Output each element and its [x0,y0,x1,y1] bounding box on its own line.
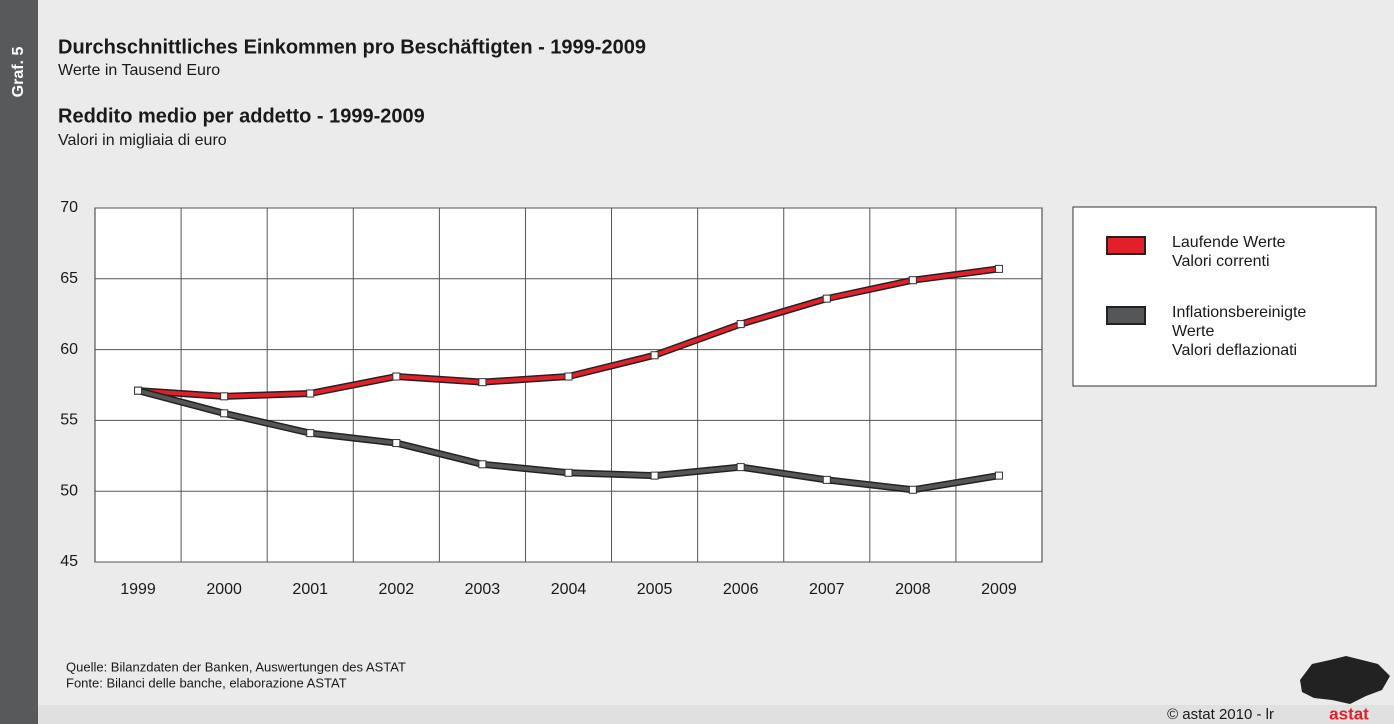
legend-swatch [1106,236,1146,255]
point [822,475,831,484]
point [650,471,659,480]
point [392,439,401,448]
point [306,389,315,398]
x-tick-label: 2005 [637,581,673,598]
point [736,463,745,472]
logo-map [1300,656,1390,704]
point [220,392,229,401]
point [736,320,745,329]
legend-label: Valori deflazionati [1172,342,1297,359]
x-tick-label: 2001 [292,581,328,598]
copyright: © astat 2010 - lr [1167,706,1274,723]
legend-label: Inflationsbereinigte [1172,304,1306,321]
point [822,294,831,303]
source: Fonte: Bilanci delle banche, elaborazion… [66,675,347,690]
x-tick-label: 2000 [206,581,242,598]
chart-title-2: Reddito medio per addetto - 1999-2009 [58,105,425,127]
source: Quelle: Bilanzdaten der Banken, Auswertu… [66,659,406,674]
plot-area [94,207,1043,563]
point [134,386,143,395]
legend-swatch [1106,306,1146,325]
point [478,460,487,469]
chart-title: Durchschnittliches Einkommen pro Beschäf… [58,36,646,58]
chart-subtitle-2: Valori in migliaia di euro [58,132,227,149]
point [564,372,573,381]
y-tick-label: 60 [60,341,78,358]
x-tick-label: 1999 [120,581,156,598]
x-tick-label: 2004 [551,581,587,598]
x-tick-label: 2003 [465,581,501,598]
chart-subtitle: Werte in Tausend Euro [58,62,220,79]
logo-text: astat [1329,704,1369,723]
x-tick-label: 2006 [723,581,759,598]
x-tick-label: 2002 [379,581,415,598]
legend-label: Valori correnti [1172,253,1270,270]
point [220,409,229,418]
x-tick-label: 2009 [981,581,1017,598]
y-tick-label: 55 [60,412,78,429]
point [564,468,573,477]
point [392,372,401,381]
point [994,264,1003,273]
y-tick-label: 65 [60,270,78,287]
y-tick-label: 50 [60,482,78,499]
x-tick-label: 2007 [809,581,845,598]
point [478,378,487,387]
side-strip [0,0,38,724]
legend-label: Werte [1172,323,1214,340]
point [994,471,1003,480]
y-tick-label: 45 [60,553,78,570]
legend-label: Laufende Werte [1172,234,1286,251]
point [908,485,917,494]
footer-band [0,705,1394,724]
side-label: Graf. 5 [10,47,27,98]
y-tick-label: 70 [60,199,78,216]
point [306,429,315,438]
x-tick-label: 2008 [895,581,931,598]
point [650,351,659,360]
point [908,276,917,285]
